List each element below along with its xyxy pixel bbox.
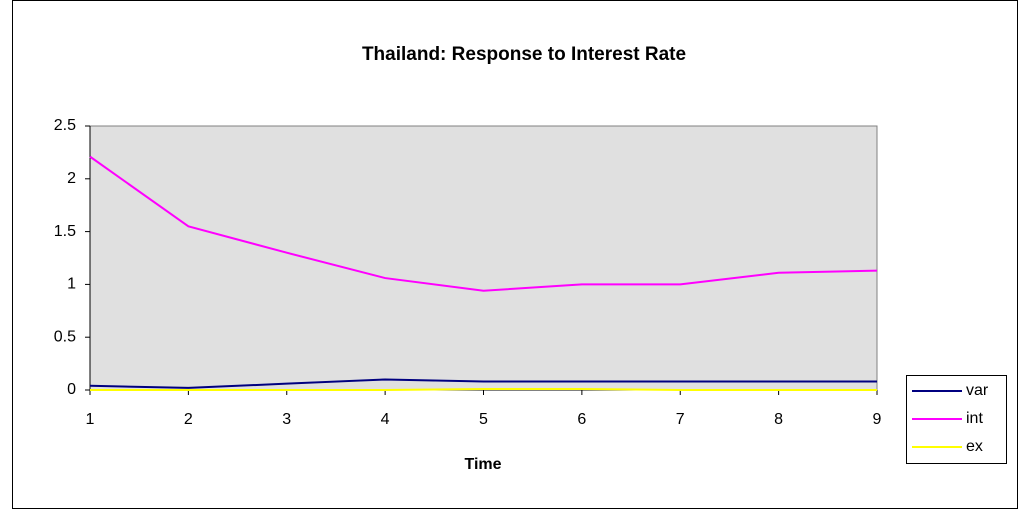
y-tick-label: 1 [67,276,76,293]
x-tick-label: 9 [873,411,882,428]
x-axis-label: Time [464,456,501,473]
y-tick-label: 0.5 [54,328,76,345]
x-tick-label: 3 [282,411,291,428]
x-tick-label: 2 [184,411,193,428]
series-line [89,155,878,292]
series-line [90,387,877,391]
x-tick-label: 4 [381,411,390,428]
y-tick-label: 1.5 [54,223,76,240]
plot-area [89,125,878,391]
y-tick-label: 0 [67,381,76,398]
series-line [89,378,877,389]
legend-label: var [966,382,989,399]
x-tick-label: 6 [577,411,586,428]
legend-label: int [966,410,983,427]
legend-label: ex [966,438,983,455]
x-tick-label: 5 [479,411,488,428]
y-tick-label: 2.5 [54,117,76,134]
x-tick-label: 7 [676,411,685,428]
x-tick-label: 1 [86,411,95,428]
chart-title: Thailand: Response to Interest Rate [362,44,686,65]
y-tick-label: 2 [67,170,76,187]
x-tick-label: 8 [774,411,783,428]
